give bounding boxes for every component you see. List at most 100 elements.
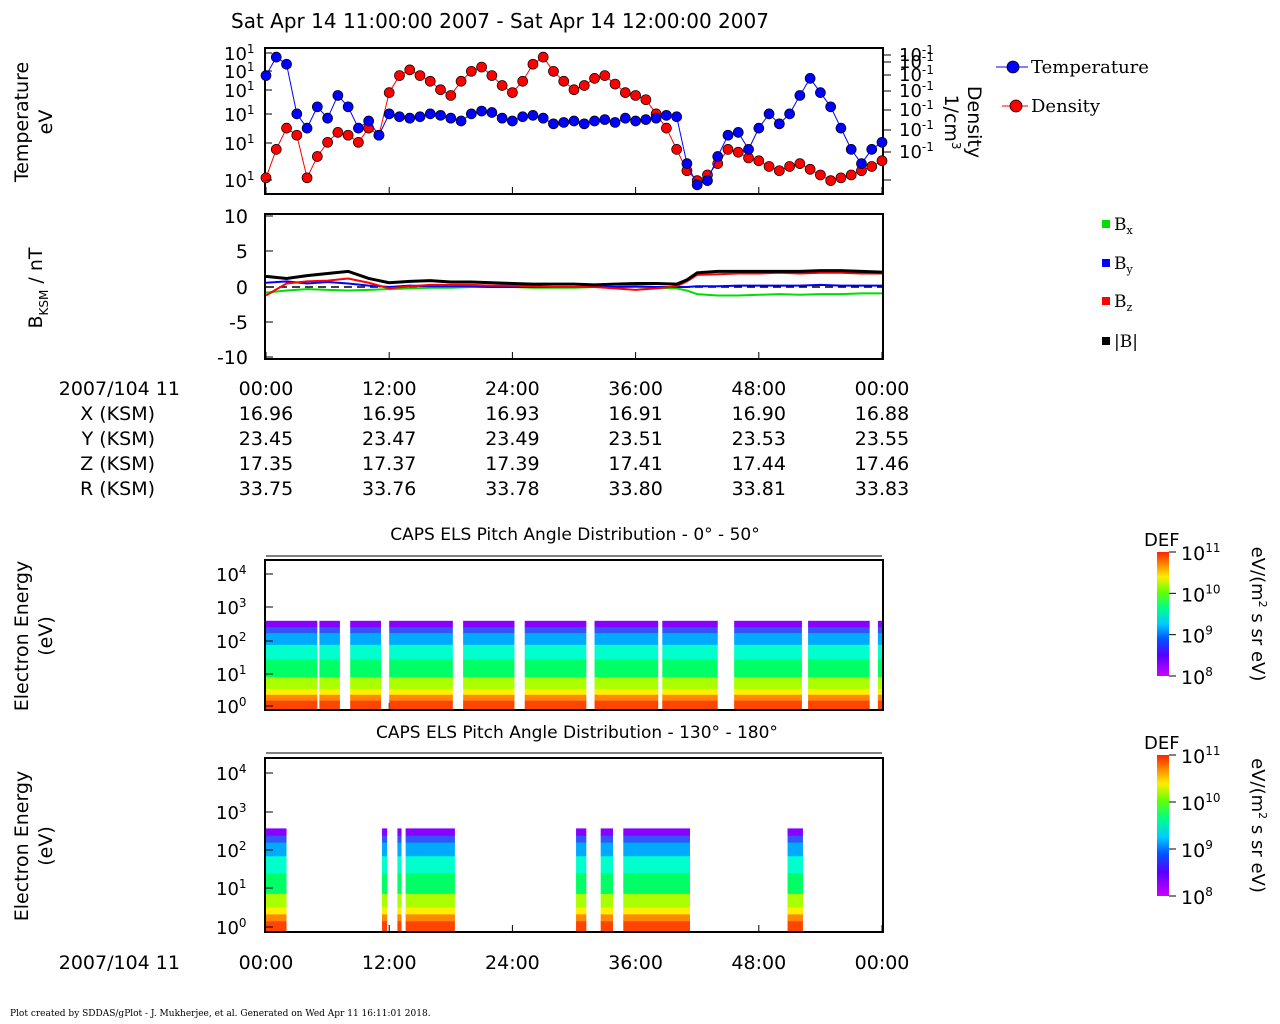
- panel4-cell: [405, 907, 455, 915]
- panel3-cell: [463, 626, 515, 634]
- density-point: [281, 122, 292, 134]
- panel3-cell: [266, 659, 318, 678]
- temperature-point: [568, 115, 580, 127]
- panel3-cell: [734, 694, 802, 701]
- panel4-cell: [787, 842, 803, 857]
- panel-spectrogram-0-50: CAPS ELS Pitch Angle Distribution - 0° -…: [11, 525, 884, 718]
- temperature-point: [876, 136, 888, 148]
- panel2-legend: Bx By Bz |B|: [1102, 215, 1138, 352]
- panel3-cell: [808, 632, 870, 645]
- panel3-tick-label: 103: [216, 596, 247, 619]
- panel3-cell: [662, 694, 718, 701]
- panel3-cell: [350, 700, 381, 710]
- density-point: [322, 136, 333, 148]
- density-point: [804, 163, 816, 175]
- temperature-point: [445, 112, 457, 124]
- panel3-tick-label: 100: [216, 695, 247, 718]
- panel3-cell: [808, 694, 870, 701]
- density-point: [291, 129, 303, 141]
- temperature-point: [465, 108, 477, 120]
- density-point: [784, 161, 795, 172]
- panel3-cell: [594, 700, 659, 710]
- panel3-cell: [389, 700, 453, 710]
- panel4-cell: [405, 828, 455, 836]
- panel3-frame: [264, 559, 884, 711]
- ephemeris-value: 33.83: [855, 478, 909, 500]
- panel4-cell: [623, 920, 691, 932]
- panel1-legend: Temperature Density: [996, 57, 1149, 117]
- temperature-point: [332, 90, 344, 101]
- panel4-cell: [787, 920, 803, 932]
- ephemeris-date-label: 2007/104 11: [59, 378, 180, 400]
- panel3-cell: [319, 676, 340, 689]
- temperature-point: [404, 112, 416, 124]
- panel4-cell: [405, 913, 455, 922]
- panel3-cell: [266, 626, 318, 634]
- panel3-cell: [463, 620, 515, 628]
- density-point: [866, 161, 878, 172]
- panel4-cell: [787, 872, 803, 894]
- ephemeris-value: 17.37: [362, 453, 416, 475]
- temperature-point: [270, 51, 282, 63]
- panel4-cell: [266, 913, 287, 922]
- panel1-left-tick-label: 101: [224, 42, 255, 65]
- temperature-point: [866, 144, 878, 155]
- panel4-cell: [266, 835, 287, 843]
- panel3-cell: [389, 694, 453, 701]
- legend-btot-marker: [1102, 337, 1110, 345]
- panel1-right-tick-label: 10-1: [899, 79, 934, 102]
- density-point: [732, 146, 744, 158]
- panel4-heatmap: [266, 828, 803, 932]
- panel3-cell: [808, 688, 870, 695]
- panel1-right-label: Density: [963, 86, 985, 158]
- bottom-time-tick-label: 48:00: [731, 952, 786, 974]
- ephemeris-value: 33.75: [239, 478, 293, 500]
- panel3-cell: [877, 700, 882, 710]
- panel4-cell: [266, 893, 287, 908]
- ephemeris-value: 16.91: [608, 403, 662, 425]
- panel1-series: [260, 51, 888, 191]
- density-point: [476, 61, 487, 73]
- panel3-cell: [350, 676, 381, 689]
- temperature-point: [743, 144, 754, 155]
- panel2-series: [265, 269, 883, 297]
- ephemeris-value: 17.46: [855, 453, 909, 475]
- panel3-cell: [662, 620, 718, 628]
- ephemeris-value: 23.45: [239, 428, 293, 450]
- panel1-right-tick-label: 10-1: [899, 43, 934, 66]
- density-point: [548, 65, 559, 77]
- panel3-cell: [662, 700, 718, 710]
- panel3-cell: [350, 688, 381, 695]
- density-point: [435, 84, 446, 96]
- panel3-cell: [662, 644, 718, 660]
- temperature-point: [856, 158, 867, 169]
- panel4-cell: [576, 872, 587, 894]
- panel4-cell: [600, 835, 614, 843]
- temperature-point: [342, 101, 354, 113]
- density-point: [568, 84, 580, 96]
- density-point: [414, 70, 426, 81]
- panel3-cell: [524, 676, 587, 689]
- panel3-tick-label: 101: [216, 663, 247, 686]
- panel3-cell: [319, 626, 340, 634]
- panel1-right-tick-label: 10-1: [899, 63, 934, 86]
- temperature-point: [845, 144, 857, 155]
- panel3-cell: [319, 659, 340, 678]
- panel4-tick-label: 101: [216, 877, 247, 900]
- panel4-tick-label: 103: [216, 801, 247, 824]
- temperature-point: [291, 108, 303, 120]
- panel3-cell: [389, 632, 453, 645]
- density-point: [640, 94, 652, 106]
- temperature-point: [424, 108, 436, 120]
- panel3-cell: [877, 694, 882, 701]
- ephemeris-value: 16.93: [485, 403, 539, 425]
- temperature-point: [353, 122, 364, 134]
- temperature-point: [414, 111, 426, 123]
- temperature-point: [260, 70, 272, 81]
- temperature-point: [794, 90, 806, 101]
- density-point: [558, 75, 570, 87]
- temperature-point: [496, 112, 508, 124]
- bottom-time-tick-label: 00:00: [855, 952, 910, 974]
- panel4-cell: [382, 872, 388, 894]
- temperature-point: [763, 108, 775, 120]
